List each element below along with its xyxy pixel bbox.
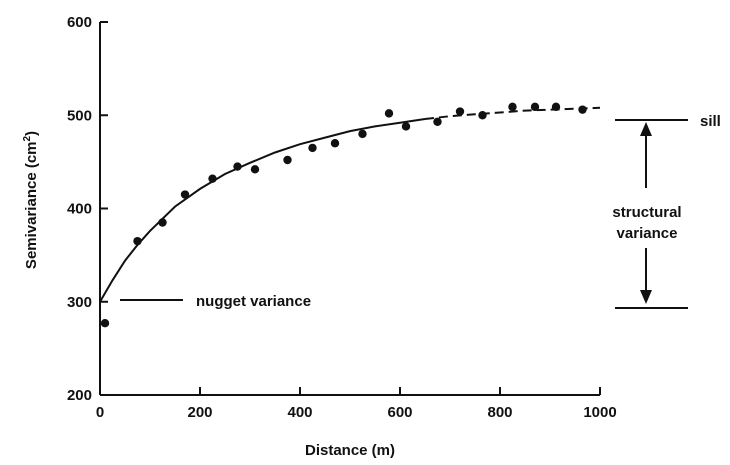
y-axis-title-close: ) — [23, 131, 40, 136]
data-point — [308, 143, 317, 153]
y-tick-label: 500 — [67, 107, 92, 124]
axes — [99, 22, 600, 396]
structural-label-line2: variance — [617, 225, 678, 242]
sill-annotation: sill — [615, 113, 721, 130]
y-tick-label: 400 — [67, 201, 92, 218]
data-point — [100, 318, 110, 328]
data-point — [508, 102, 517, 112]
structural-variance-annotation: structural variance — [612, 122, 688, 309]
y-tick-label: 200 — [67, 387, 92, 404]
y-axis-title-main: Semivariance (cm — [23, 141, 40, 269]
structural-label-line1: structural — [612, 204, 681, 221]
nugget-annotation: nugget variance — [120, 293, 311, 310]
y-tick-label: 300 — [67, 294, 92, 311]
sill-label: sill — [700, 113, 721, 130]
x-tick-label: 600 — [387, 404, 412, 421]
data-point — [158, 218, 167, 227]
data-points — [100, 102, 587, 328]
data-point — [208, 174, 217, 183]
data-point — [455, 107, 465, 116]
data-point — [358, 129, 367, 139]
data-point — [433, 117, 442, 126]
x-tick-label: 800 — [487, 404, 512, 421]
data-point — [330, 139, 340, 148]
data-point — [578, 105, 587, 114]
y-axis-title: Semivariance (cm2) — [22, 131, 40, 269]
y-ticks: 200 300 400 500 600 — [67, 14, 108, 404]
model-curve-solid — [99, 118, 426, 303]
arrow-down-head — [640, 290, 652, 304]
model-curve — [99, 106, 601, 303]
x-tick-label: 200 — [187, 404, 212, 421]
x-ticks: 0 200 400 600 800 1000 — [96, 387, 617, 421]
data-point — [233, 162, 242, 171]
x-tick-label: 400 — [287, 404, 312, 421]
data-point — [551, 102, 561, 112]
x-tick-label: 0 — [96, 404, 104, 421]
arrow-up-head — [640, 122, 652, 136]
y-tick-label: 600 — [67, 14, 92, 31]
data-point — [283, 155, 292, 165]
data-point — [250, 165, 260, 174]
x-axis-title: Distance (m) — [305, 442, 395, 459]
data-point — [401, 122, 411, 131]
nugget-label: nugget variance — [196, 293, 311, 310]
data-point — [180, 190, 190, 199]
data-point — [478, 111, 487, 120]
model-curve-dashed — [424, 106, 601, 120]
data-point — [530, 102, 540, 112]
y-axis-title-sup: 2 — [22, 135, 33, 141]
x-tick-label: 1000 — [583, 404, 616, 421]
data-point — [133, 236, 142, 246]
data-point — [384, 109, 394, 118]
